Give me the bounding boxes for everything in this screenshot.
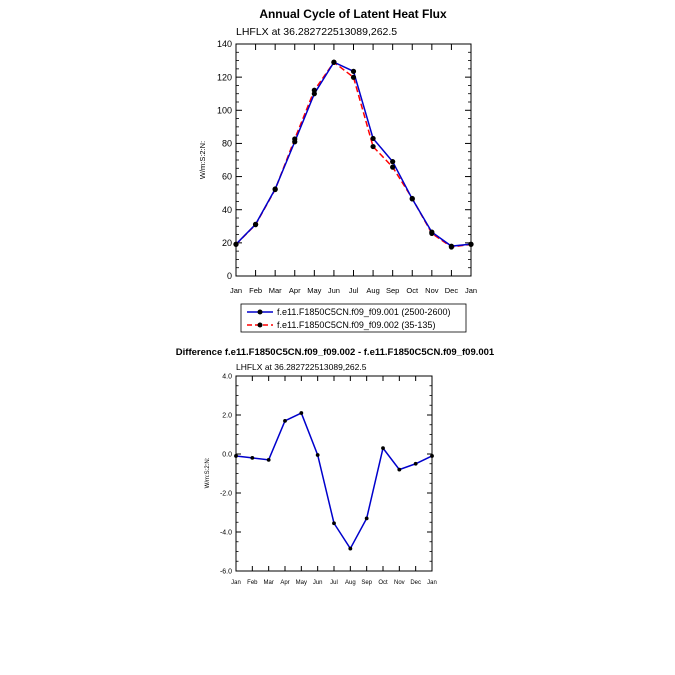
- y-tick-label: 60: [222, 172, 232, 182]
- series-1-point: [315, 453, 320, 457]
- y-tick-label: 40: [222, 205, 232, 215]
- x-tick-label: Jan: [427, 580, 437, 586]
- series-1-point: [390, 159, 396, 165]
- x-tick-label: Nov: [394, 580, 405, 586]
- series-2-point: [272, 186, 278, 193]
- legend-label-series-2: f.e11.F1850C5CN.f09_f09.002 (35-135): [277, 320, 435, 330]
- series-1-point: [283, 418, 287, 423]
- series-2-point: [429, 230, 435, 237]
- series-2-point: [390, 164, 396, 170]
- series-2-point: [448, 244, 455, 250]
- x-tick-label: Dec: [445, 286, 459, 295]
- x-tick-label: Feb: [247, 580, 258, 586]
- y-tick-label: 120: [217, 72, 232, 82]
- x-tick-label: Jul: [330, 580, 338, 586]
- x-tick-label: Jan: [465, 286, 477, 295]
- x-tick-label: Jan: [231, 580, 241, 586]
- series-2-point: [409, 195, 415, 202]
- x-tick-label: Jun: [328, 286, 340, 295]
- series-2-point: [370, 143, 376, 150]
- y-tick-label: 0: [227, 271, 232, 281]
- series-line-1: [235, 61, 472, 247]
- x-tick-label: Mar: [269, 286, 282, 295]
- y-tick-label: 80: [222, 139, 232, 149]
- y-tick-label: 20: [222, 238, 232, 248]
- y-tick-label: -2.0: [220, 490, 232, 497]
- series-1-point: [397, 467, 402, 472]
- series-2-point: [331, 59, 337, 65]
- series-2-point: [292, 136, 298, 142]
- x-tick-label: Aug: [345, 580, 356, 586]
- x-tick-label: Jun: [313, 580, 323, 586]
- legend-box: [240, 303, 467, 333]
- legend-marker-series-2: [257, 322, 263, 328]
- chart1-legend: f.e11.F1850C5CN.f09_f09.001 (2500-2600) …: [240, 303, 467, 333]
- x-tick-label: Aug: [366, 286, 379, 295]
- x-tick-label: Mar: [263, 580, 273, 586]
- series-1-point: [381, 446, 385, 451]
- series-1-point: [250, 456, 255, 460]
- annual-cycle-chart: Annual Cycle of Latent Heat Flux LHFLX a…: [198, 7, 477, 333]
- series-1-point: [266, 457, 271, 462]
- x-tick-label: Jul: [349, 286, 359, 295]
- chart2-plot-frame: [235, 375, 433, 572]
- y-tick-label: -4.0: [220, 529, 232, 536]
- x-tick-label: Dec: [410, 580, 421, 586]
- series-line-1: [235, 412, 433, 551]
- chart2-title: Difference f.e11.F1850C5CN.f09_f09.002 -…: [176, 347, 495, 358]
- chart1-ylabel: W/m:S:2:N:: [198, 141, 207, 179]
- chart2-subtitle: LHFLX at 36.282722513089,262.5: [236, 362, 367, 372]
- series-2-point: [350, 74, 357, 80]
- x-tick-label: Oct: [378, 580, 388, 586]
- series-1-point: [413, 461, 418, 466]
- y-tick-label: -6.0: [220, 568, 232, 575]
- y-tick-label: 0.0: [222, 451, 232, 458]
- y-tick-label: 100: [217, 105, 232, 115]
- series-1-point: [364, 516, 369, 521]
- x-tick-label: May: [296, 580, 307, 586]
- y-tick-label: 2.0: [222, 412, 232, 419]
- x-tick-label: Feb: [249, 286, 262, 295]
- legend-marker-series-1: [257, 309, 263, 315]
- legend-label-series-1: f.e11.F1850C5CN.f09_f09.001 (2500-2600): [277, 307, 450, 317]
- x-tick-label: Nov: [425, 286, 439, 295]
- chart2-ylabel: W/m:S:2:N:: [205, 457, 211, 488]
- series-1-point: [299, 411, 304, 415]
- x-tick-label: Oct: [406, 286, 419, 295]
- x-tick-label: Apr: [289, 286, 301, 295]
- series-1-point: [348, 546, 353, 551]
- x-tick-label: Apr: [280, 580, 289, 586]
- difference-chart: Difference f.e11.F1850C5CN.f09_f09.002 -…: [176, 347, 495, 586]
- x-tick-label: Sep: [386, 286, 399, 295]
- chart1-plot-frame: [235, 43, 472, 277]
- series-line-2: [235, 61, 472, 248]
- series-2-point: [252, 222, 259, 228]
- chart1-title: Annual Cycle of Latent Heat Flux: [259, 7, 447, 21]
- x-tick-label: Jan: [230, 286, 242, 295]
- chart1-subtitle: LHFLX at 36.282722513089,262.5: [236, 26, 397, 38]
- series-1-point: [350, 68, 357, 74]
- x-tick-label: Sep: [361, 580, 372, 586]
- series-1-point: [332, 521, 336, 526]
- y-tick-label: 4.0: [222, 373, 232, 380]
- x-tick-label: May: [307, 286, 321, 295]
- series-1-point: [370, 135, 376, 142]
- series-2-point: [311, 87, 317, 93]
- y-tick-label: 140: [217, 39, 232, 49]
